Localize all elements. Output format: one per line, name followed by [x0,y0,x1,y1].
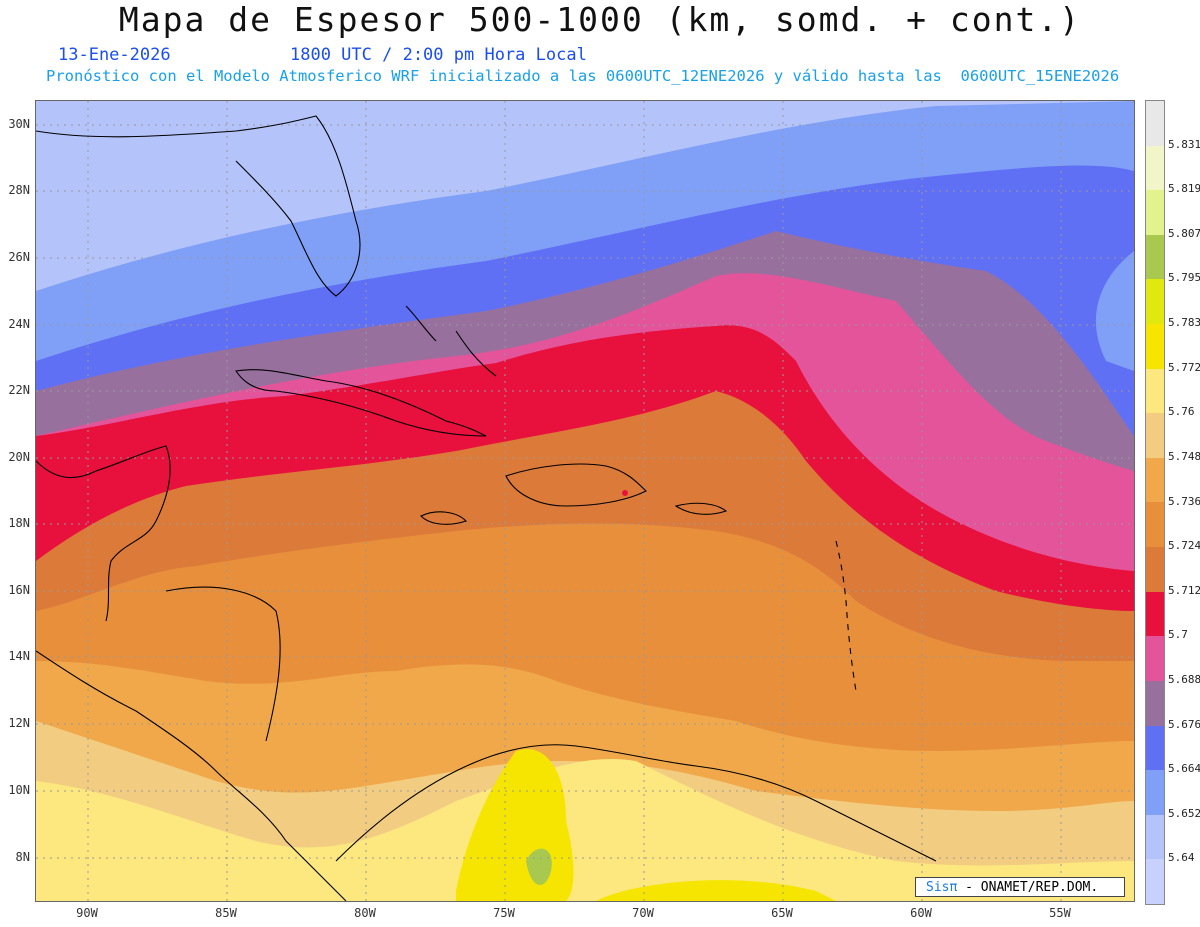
lon-label: 75W [493,906,515,920]
forecast-time: 1800 UTC / 2:00 pm Hora Local [290,45,587,65]
thickness-map [35,100,1135,902]
color-bar-label: 5.807 [1168,226,1200,240]
color-bar-swatch [1146,591,1164,637]
lon-label: 90W [76,906,98,920]
lon-label: 85W [215,906,237,920]
lat-label: 30N [8,117,30,131]
color-bar-label: 5.748 [1168,449,1200,463]
color-bar-swatch [1146,279,1164,325]
lat-label: 14N [8,649,30,663]
lat-label: 18N [8,516,30,530]
credit-brand: Sisπ [926,880,958,895]
color-bar-label: 5.736 [1168,494,1200,508]
color-bar-label: 5.819 [1168,182,1200,196]
color-bar-swatch [1146,324,1164,369]
color-bar-swatch [1146,101,1164,146]
color-bar-label: 5.688 [1168,672,1200,686]
lon-label: 60W [910,906,932,920]
color-bar-label: 5.712 [1168,583,1200,597]
map-title: Mapa de Espesor 500-1000 (km, somd. + co… [118,0,1082,39]
band-blue-patch [1095,251,1134,371]
lat-label: 16N [8,583,30,597]
credit-box: Sisπ - ONAMET/REP.DOM. [915,877,1125,897]
gridlines [36,101,1134,901]
color-bar-label: 5.783 [1168,316,1200,330]
lat-label: 22N [8,383,30,397]
color-bar-label: 5.772 [1168,360,1200,374]
lon-label: 70W [632,906,654,920]
color-bar-label: 5.7 [1168,628,1188,642]
lat-label: 28N [8,183,30,197]
band-yellow-2 [596,880,836,901]
color-bar-swatch [1146,145,1164,191]
lat-label: 8N [15,850,30,864]
color-bar-swatch [1146,368,1164,414]
color-bar-label: 5.724 [1168,539,1200,553]
color-bar-swatch [1146,190,1164,235]
forecast-date: 13-Ene-2026 [58,45,171,65]
lat-label: 12N [8,716,30,730]
color-bar-swatch [1146,457,1164,503]
credit-text: - ONAMET/REP.DOM. [957,880,1099,895]
lat-label: 10N [8,783,30,797]
color-bar-swatch [1146,859,1164,904]
color-bar-label: 5.652 [1168,806,1200,820]
color-bar-swatch [1146,234,1164,280]
color-bar-label: 5.676 [1168,717,1200,731]
lat-label: 24N [8,317,30,331]
lon-label: 65W [771,906,793,920]
color-bar-swatch [1146,413,1164,458]
color-bar-label: 5.76 [1168,405,1195,419]
color-bar-swatch [1146,725,1164,771]
thickness-map-graphic [36,101,1134,901]
red-spot [622,490,628,496]
color-bar-swatch [1146,636,1164,681]
coastlines [36,115,937,901]
lat-label: 26N [8,250,30,264]
color-bar [1145,100,1165,905]
color-bar-swatch [1146,547,1164,592]
color-bar-label: 5.831 [1168,137,1200,151]
color-bar-swatch [1146,770,1164,815]
band-green [526,848,552,885]
lon-label: 55W [1049,906,1071,920]
color-bar-swatch [1146,680,1164,726]
color-bar-label: 5.664 [1168,762,1200,776]
color-bar-label: 5.64 [1168,851,1195,865]
lat-label: 20N [8,450,30,464]
color-bar-swatch [1146,502,1164,548]
color-bar-swatch [1146,814,1164,860]
color-bar-label: 5.795 [1168,271,1200,285]
lon-label: 80W [354,906,376,920]
forecast-description: Pronóstico con el Modelo Atmosferico WRF… [46,67,1120,85]
